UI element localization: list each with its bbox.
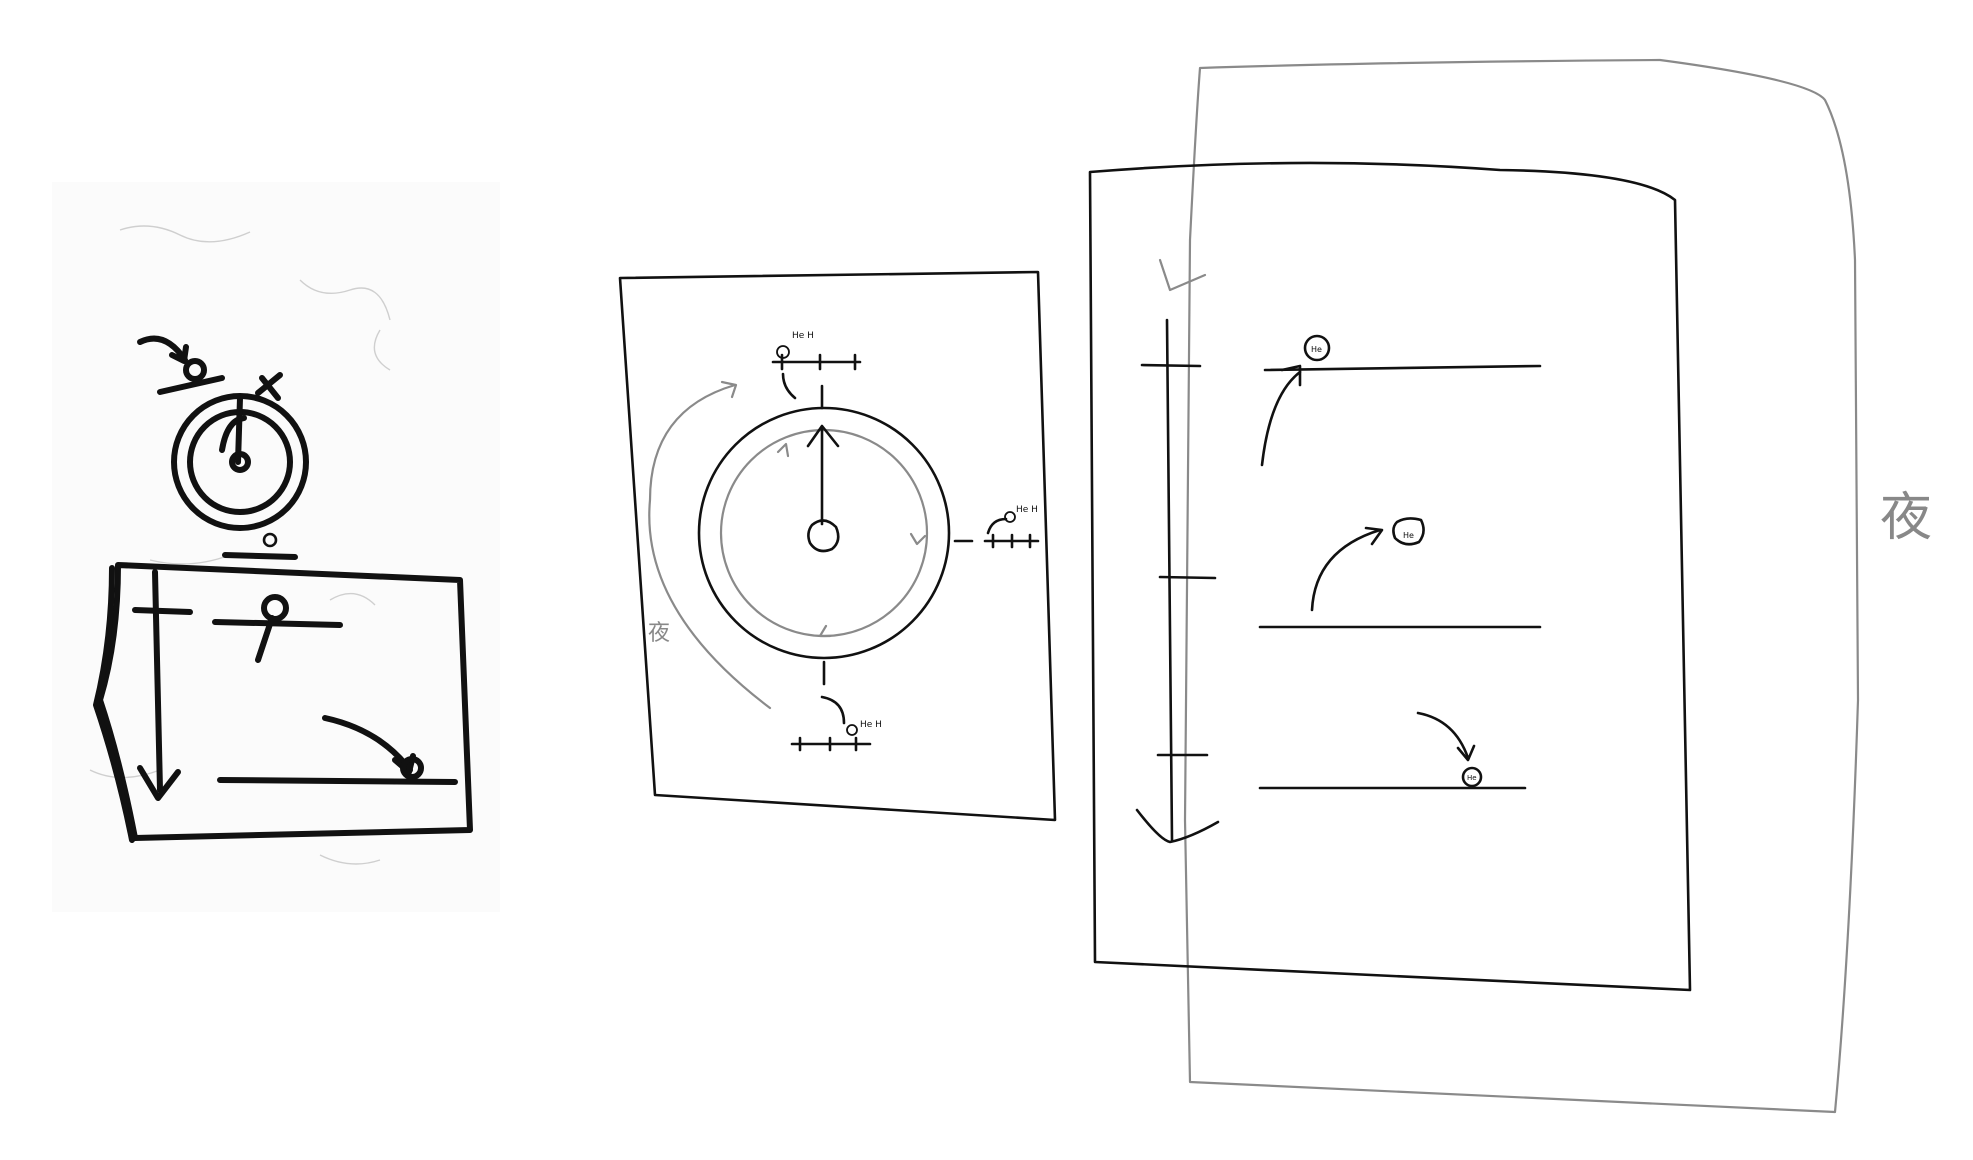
clock-gray-ring — [719, 428, 929, 638]
base-line — [222, 552, 298, 560]
axis-tick-2 — [1158, 575, 1217, 580]
bottom-marker-label: He H — [860, 720, 882, 730]
top-marker-label: He H — [792, 331, 814, 341]
top-arrowhead — [169, 344, 189, 364]
ring-marker — [255, 372, 283, 401]
bottom-line — [217, 777, 458, 785]
right-marker-label: He H — [1016, 505, 1038, 515]
row2-ball — [1392, 517, 1425, 546]
middle-stem — [255, 615, 275, 663]
right-marker-arrow — [986, 517, 1008, 535]
timeline-panel-frame — [1088, 161, 1692, 992]
clock-center — [807, 519, 840, 553]
axis-tick-1 — [1140, 363, 1202, 368]
photo-sketch-panel — [52, 182, 500, 912]
center-hand — [235, 395, 243, 465]
top-marker-arrow — [781, 372, 797, 400]
gray-ring-head-1 — [776, 442, 790, 458]
top-marker-ball — [776, 345, 790, 359]
night-arc — [648, 383, 772, 710]
row3-arrow — [1416, 711, 1470, 760]
middle-ball — [261, 594, 289, 622]
row3-ball — [1461, 766, 1483, 788]
row1-arrowhead — [1280, 364, 1302, 387]
row1-arrow — [1260, 370, 1302, 467]
clock-night-label: 夜 — [648, 621, 670, 646]
bottom-marker-arrow — [820, 695, 846, 725]
night-arc-head — [720, 380, 738, 399]
row2-arrowhead — [1364, 526, 1384, 546]
down-arrowhead — [137, 765, 181, 801]
timeline-sketch-panel: 夜 He He He — [1088, 58, 1932, 1114]
timeline-axis — [1165, 318, 1174, 842]
clock-sketch-panel: 夜 He H He H He H — [618, 270, 1057, 822]
rect-frame-double — [93, 565, 135, 843]
timeline-axis-head — [1135, 808, 1220, 844]
timeline-night-label: 夜 — [1880, 488, 1932, 548]
bottom-ball — [400, 756, 424, 780]
photo-paper — [52, 182, 500, 912]
row3-arrowhead — [1456, 744, 1476, 762]
night-outline-arrowhead — [1158, 258, 1207, 292]
rotation-arrow — [219, 415, 247, 453]
top-tick-line — [157, 375, 225, 395]
row3-label: He — [1467, 774, 1477, 782]
clock-panel-frame — [618, 270, 1057, 822]
right-tick-scale — [983, 533, 1040, 549]
bottom-dot — [262, 532, 278, 548]
row2-arrow — [1310, 528, 1382, 612]
top-arrow — [137, 335, 188, 363]
top-tick-scale — [771, 353, 862, 371]
gray-ring-head-3 — [818, 624, 832, 638]
right-marker-ball — [1004, 511, 1016, 523]
row2-label: He — [1403, 531, 1414, 540]
row1-line — [1263, 364, 1542, 372]
clock-outer-ring — [697, 406, 951, 660]
bottom-tick-scale — [790, 736, 872, 752]
rect-frame — [97, 562, 473, 841]
gray-ring-head-2 — [909, 532, 927, 546]
middle-line — [212, 619, 343, 628]
night-outline — [1183, 58, 1860, 1114]
top-ball — [183, 358, 207, 382]
bottom-marker-ball — [846, 724, 858, 736]
row1-label: He — [1311, 345, 1322, 354]
row1-ball — [1303, 334, 1331, 362]
axis-tick — [132, 607, 193, 615]
clock-hand-head — [806, 424, 840, 448]
